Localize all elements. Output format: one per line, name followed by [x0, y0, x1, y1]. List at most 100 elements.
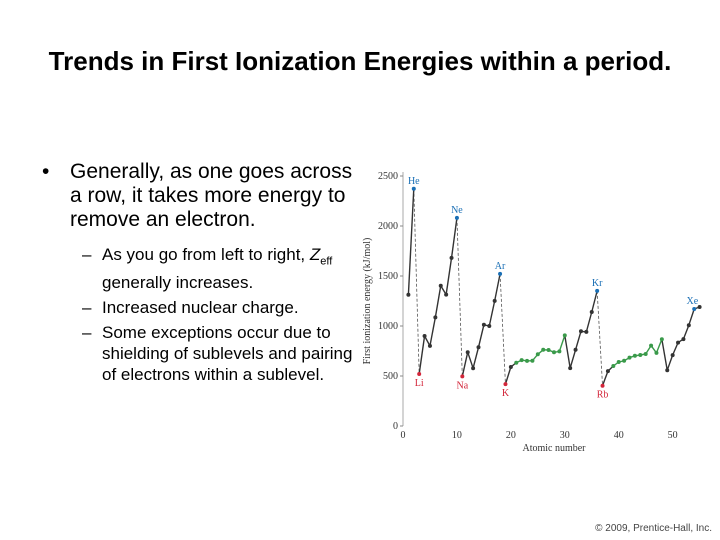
x-tick-label: 40 [614, 430, 624, 441]
data-point [438, 283, 443, 288]
series-line-segment [569, 349, 577, 369]
series-line-segment [574, 331, 582, 350]
sub-bullet-nuclear-charge: – Increased nuclear charge. [30, 297, 360, 318]
data-point [406, 292, 411, 297]
data-point [492, 298, 497, 303]
data-point [498, 271, 503, 276]
series-line-segment [564, 335, 571, 369]
ionization-energy-chart: 0 500 1000 1500 2000 2500 0 10 20 30 40 50 Atomic nu… [355, 160, 720, 460]
element-label: Li [415, 378, 424, 389]
x-tick-label: 0 [401, 430, 406, 441]
dash-glyph: – [82, 245, 92, 264]
sub-bullet-exceptions-text: Some exceptions occur due to shielding o… [102, 323, 353, 385]
data-point [557, 349, 562, 354]
x-tick-label: 20 [506, 430, 516, 441]
data-point [530, 358, 535, 363]
chart-svg: 0 500 1000 1500 2000 2500 0 10 20 30 40 50 Atomic nu… [362, 171, 702, 454]
data-point [546, 348, 551, 352]
data-point [643, 352, 648, 356]
data-point [481, 322, 486, 327]
data-point [611, 364, 616, 368]
main-bullet-text: Generally, as one goes across a row, it … [70, 160, 353, 231]
data-point [692, 307, 697, 311]
x-tick-label: 50 [668, 430, 678, 441]
data-point [541, 347, 546, 352]
data-point [697, 305, 702, 309]
data-point [665, 368, 670, 373]
series-line-segment [450, 217, 458, 258]
sub-bullet-zeff-suffix: generally increases. [102, 273, 254, 293]
series-line-segment [591, 290, 598, 313]
series-line-segment [601, 370, 609, 386]
series-line-segment [666, 354, 674, 371]
data-point [573, 347, 578, 352]
series-line-segment [493, 273, 501, 302]
data-point [508, 365, 513, 369]
slide-title: Trends in First Ionization Energies with… [48, 46, 672, 76]
series-line-segment [418, 335, 426, 375]
series-line-segment [467, 351, 474, 369]
data-point [686, 323, 691, 328]
series-line-segment [688, 308, 695, 326]
x-tick-label: 30 [560, 430, 570, 441]
copyright-footer: © 2009, Prentice-Hall, Inc. [595, 523, 712, 534]
y-tick-label: 1500 [378, 271, 398, 282]
data-point [649, 343, 654, 348]
data-point [622, 358, 627, 363]
main-bullet: • Generally, as one goes across a row, i… [30, 160, 360, 232]
data-point [589, 310, 594, 314]
sub-bullet-zeff: – As you go from left to right, Zeff gen… [30, 244, 360, 293]
data-point [476, 345, 481, 350]
period-break-line [499, 273, 506, 385]
element-label: Ne [451, 205, 463, 216]
series-line-segment [488, 300, 496, 327]
series-line-segment [661, 339, 668, 371]
data-point [411, 186, 416, 191]
data-point [535, 352, 540, 357]
element-label: Xe [687, 296, 699, 307]
dash-glyph: – [82, 298, 92, 318]
series-line-segment [472, 347, 480, 369]
element-label: K [502, 388, 510, 399]
data-point [514, 360, 519, 365]
x-axis-title: Atomic number [522, 443, 586, 454]
series-line-segment [407, 188, 415, 295]
data-point [595, 288, 600, 293]
bullet-dot: • [42, 160, 50, 183]
data-point [427, 343, 432, 348]
data-point [627, 355, 632, 360]
data-point [584, 329, 589, 334]
element-label: Na [456, 380, 468, 391]
sub-bullet-nuclear-charge-text: Increased nuclear charge. [102, 298, 299, 318]
data-point [632, 353, 637, 358]
element-label: Ar [495, 261, 506, 272]
y-axis-title: First ionization energy (kJ/mol) [362, 238, 373, 365]
data-point [676, 340, 681, 345]
y-tick-label: 500 [383, 371, 398, 382]
data-point [568, 366, 573, 371]
data-point [460, 374, 465, 379]
y-tick-label: 1000 [378, 321, 398, 332]
data-point [444, 292, 449, 297]
x-tick-label: 10 [452, 430, 462, 441]
y-tick-label: 2000 [378, 221, 398, 232]
data-point [433, 315, 438, 320]
data-point [638, 353, 643, 357]
data-point [552, 350, 556, 355]
series-line-segment [682, 324, 690, 340]
bullet-list: • Generally, as one goes across a row, i… [30, 160, 360, 385]
element-label: Rb [597, 390, 609, 401]
period-break-line [596, 290, 603, 386]
data-point [670, 353, 675, 358]
zeff-z: Z [309, 245, 321, 264]
sub-bullet-zeff-prefix: As you go from left to right, [102, 245, 306, 264]
sub-bullet-exceptions: – Some exceptions occur due to shielding… [30, 322, 360, 385]
series-line-segment [504, 366, 512, 385]
period-break-line [456, 217, 463, 377]
zeff-symbol: Zeff [309, 245, 332, 267]
data-point [465, 350, 470, 355]
dash-glyph: – [82, 323, 92, 343]
element-label: Kr [592, 278, 603, 289]
data-point [471, 366, 476, 371]
data-point [503, 382, 508, 387]
